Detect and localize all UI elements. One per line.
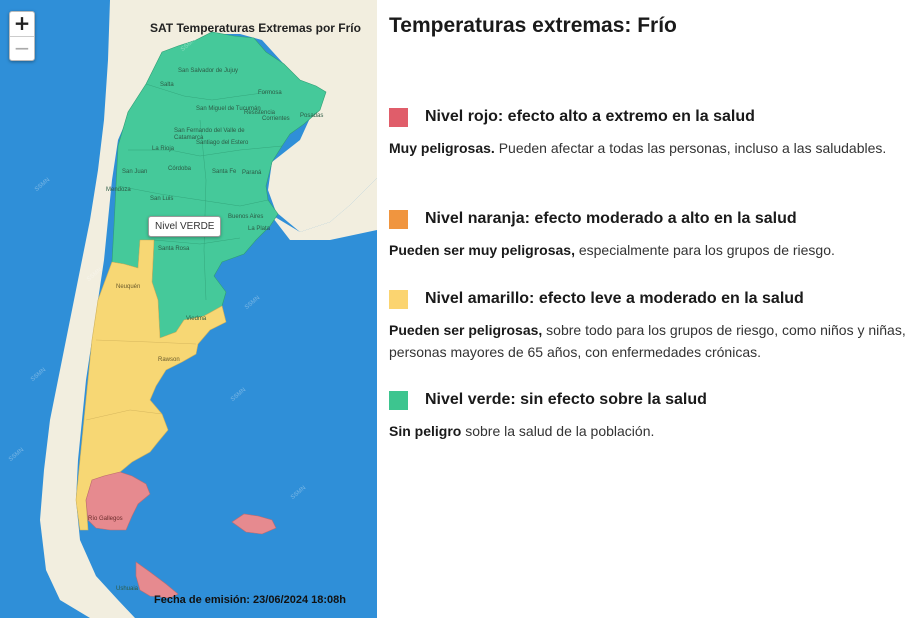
map-canvas[interactable] xyxy=(0,0,377,618)
legend-heading: Temperaturas extremas: Frío xyxy=(389,14,677,37)
city-label: Rawson xyxy=(158,357,180,363)
region-yellow xyxy=(75,239,227,531)
level-red: Nivel rojo: efecto alto a extremo en la … xyxy=(389,106,914,159)
zoom-out-button[interactable]: − xyxy=(10,36,34,60)
zoom-control: + − xyxy=(9,11,35,61)
city-label: Córdoba xyxy=(168,166,192,172)
green-swatch xyxy=(389,390,408,410)
region-tierra-del-fuego xyxy=(135,561,179,599)
city-label: Santa Rosa xyxy=(158,246,190,252)
region-malvinas xyxy=(231,513,277,535)
level-green: Nivel verde: sin efecto sobre la salud S… xyxy=(389,389,914,442)
city-label: Buenos Aires xyxy=(228,214,264,220)
level-orange: Nivel naranja: efecto moderado a alto en… xyxy=(389,208,914,261)
orange-swatch xyxy=(389,209,408,229)
level-description: Pueden ser muy peligrosas, especialmente… xyxy=(389,239,914,261)
city-label: San Luis xyxy=(150,196,174,202)
alert-map[interactable]: San Salvador de Jujuy Salta Formosa San … xyxy=(0,0,377,618)
red-swatch xyxy=(389,107,408,127)
city-label: Formosa xyxy=(258,90,282,96)
zoom-in-button[interactable]: + xyxy=(13,11,31,35)
level-desc-bold: Muy peligrosas. xyxy=(389,140,495,156)
city-label: Corrientes xyxy=(262,116,290,122)
city-label: San Juan xyxy=(122,169,148,175)
city-label: San Miguel de Tucumán xyxy=(196,106,261,112)
city-label: Santa Fe xyxy=(212,169,237,175)
level-desc-bold: Pueden ser muy peligrosas, xyxy=(389,242,575,258)
level-desc-text: Pueden afectar a todas las personas, inc… xyxy=(494,140,887,156)
level-yellow: Nivel amarillo: efecto leve a moderado e… xyxy=(389,288,914,363)
city-label: Santiago del Estero xyxy=(196,140,249,146)
city-label: Viedma xyxy=(186,316,207,322)
level-description: Sin peligro sobre la salud de la poblaci… xyxy=(389,420,914,442)
region-red xyxy=(85,471,151,531)
city-label: Resistencia xyxy=(244,110,276,116)
city-label: Paraná xyxy=(242,170,262,176)
yellow-swatch xyxy=(389,289,408,309)
level-description: Muy peligrosas. Pueden afectar a todas l… xyxy=(389,137,914,159)
level-title: Nivel rojo: efecto alto a extremo en la … xyxy=(425,108,755,125)
city-label: San Salvador de Jujuy xyxy=(178,68,239,74)
city-label: La Plata xyxy=(248,226,271,232)
city-label: Posadas xyxy=(300,113,324,119)
issue-date: Fecha de emisión: 23/06/2024 18:08h xyxy=(154,594,346,606)
city-label: Mendoza xyxy=(106,187,131,193)
level-tooltip: Nivel VERDE xyxy=(148,216,222,237)
city-label: Salta xyxy=(160,82,174,88)
level-desc-bold: Sin peligro xyxy=(389,423,462,439)
city-label: San Fernando del Valle de Catamarca xyxy=(174,128,245,141)
city-label: La Rioja xyxy=(152,146,175,152)
level-desc-text: sobre todo para los grupos de riesgo, co… xyxy=(389,322,906,360)
level-desc-bold: Pueden ser peligrosas, xyxy=(389,322,543,338)
level-title: Nivel verde: sin efecto sobre la salud xyxy=(425,391,707,408)
level-desc-text: sobre la salud de la población. xyxy=(461,423,655,439)
neighbor-countries xyxy=(40,0,377,618)
city-label: Neuquén xyxy=(116,284,141,290)
city-label: Ushuaia xyxy=(116,586,139,592)
level-title: Nivel naranja: efecto moderado a alto en… xyxy=(425,210,797,227)
level-description: Pueden ser peligrosas, sobre todo para l… xyxy=(389,319,914,363)
city-label: Río Gallegos xyxy=(88,516,123,522)
level-desc-text: especialmente para los grupos de riesgo. xyxy=(574,242,835,258)
level-title: Nivel amarillo: efecto leve a moderado e… xyxy=(425,290,804,307)
map-title: SAT Temperaturas Extremas por Frío xyxy=(150,21,361,35)
